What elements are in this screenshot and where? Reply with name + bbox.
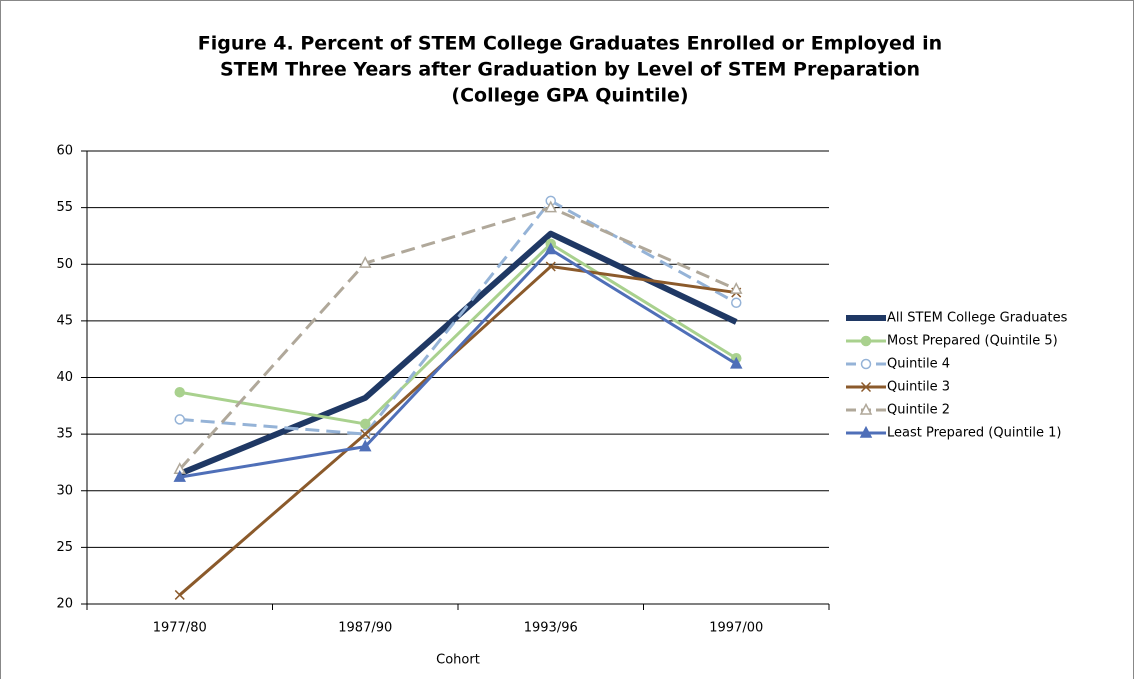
y-tick-label: 35 xyxy=(56,427,73,442)
marker xyxy=(173,470,186,482)
chart-title: STEM Three Years after Graduation by Lev… xyxy=(220,59,920,81)
marker xyxy=(859,425,873,438)
chart-title: (College GPA Quintile) xyxy=(451,85,688,107)
marker xyxy=(860,335,872,347)
marker xyxy=(174,414,185,425)
marker xyxy=(174,386,185,398)
marker xyxy=(860,358,872,370)
marker xyxy=(860,381,872,393)
y-tick-label: 45 xyxy=(56,313,73,328)
legend-label: Quintile 4 xyxy=(887,357,950,372)
marker xyxy=(730,282,743,294)
series-line xyxy=(179,199,737,436)
series-line xyxy=(178,206,737,471)
y-tick-label: 40 xyxy=(56,370,73,385)
series-line xyxy=(178,265,737,597)
y-tick-label: 55 xyxy=(56,200,73,215)
legend-label: Least Prepared (Quintile 1) xyxy=(887,426,1062,441)
marker xyxy=(544,242,557,255)
legend-label: All STEM College Graduates xyxy=(887,311,1068,326)
marker xyxy=(731,297,742,309)
marker xyxy=(174,589,185,600)
series-line xyxy=(179,242,738,426)
legend-label: Quintile 3 xyxy=(887,380,950,395)
marker xyxy=(544,200,557,213)
chart-title: Figure 4. Percent of STEM College Gradua… xyxy=(198,33,942,55)
marker xyxy=(359,439,372,452)
legend-label: Most Prepared (Quintile 5) xyxy=(887,334,1058,349)
y-tick-label: 30 xyxy=(56,483,73,498)
marker xyxy=(545,261,556,272)
y-tick-label: 60 xyxy=(56,144,73,159)
marker xyxy=(359,256,372,268)
x-tick-label: 1987/90 xyxy=(338,621,392,636)
x-tick-label: 1997/00 xyxy=(709,621,763,636)
x-tick-label: 1993/96 xyxy=(524,621,578,636)
marker xyxy=(360,429,371,440)
y-tick-label: 50 xyxy=(56,257,73,272)
marker xyxy=(730,356,743,369)
x-tick-label: 1977/80 xyxy=(153,621,207,636)
x-axis-label: Cohort xyxy=(436,653,480,668)
marker xyxy=(360,418,371,430)
y-tick-label: 20 xyxy=(56,597,73,612)
legend-label: Quintile 2 xyxy=(887,403,950,418)
marker xyxy=(859,402,873,415)
y-tick-label: 25 xyxy=(56,540,73,555)
series-line xyxy=(179,248,738,479)
